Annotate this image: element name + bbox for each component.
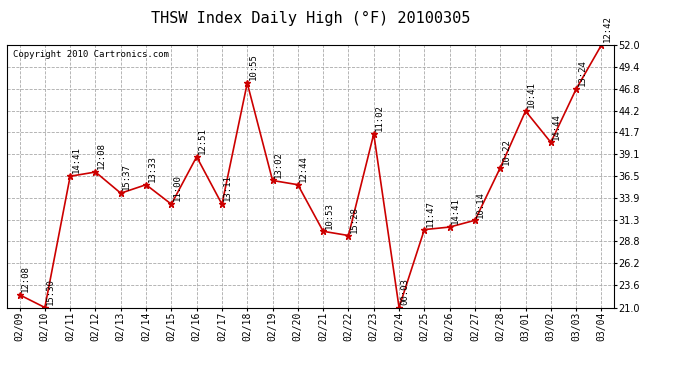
Text: 15:30: 15:30 (46, 278, 55, 305)
Text: 12:44: 12:44 (299, 155, 308, 182)
Text: 10:22: 10:22 (502, 138, 511, 165)
Text: 13:24: 13:24 (578, 59, 586, 86)
Text: 11:00: 11:00 (172, 174, 181, 201)
Text: Copyright 2010 Cartronics.com: Copyright 2010 Cartronics.com (13, 50, 169, 59)
Text: 14:41: 14:41 (72, 147, 81, 174)
Text: 13:11: 13:11 (224, 174, 233, 201)
Text: 14:44: 14:44 (552, 113, 561, 140)
Text: 10:53: 10:53 (324, 202, 333, 228)
Text: THSW Index Daily High (°F) 20100305: THSW Index Daily High (°F) 20100305 (151, 11, 470, 26)
Text: 00:03: 00:03 (400, 278, 409, 305)
Text: 12:51: 12:51 (198, 127, 207, 154)
Text: 12:08: 12:08 (21, 265, 30, 292)
Text: 15:37: 15:37 (122, 164, 131, 190)
Text: 11:47: 11:47 (426, 200, 435, 227)
Text: 13:33: 13:33 (148, 155, 157, 182)
Text: 10:14: 10:14 (476, 190, 485, 217)
Text: 14:41: 14:41 (451, 197, 460, 224)
Text: 12:08: 12:08 (97, 142, 106, 169)
Text: 13:02: 13:02 (274, 151, 283, 178)
Text: 15:28: 15:28 (350, 206, 359, 233)
Text: 10:41: 10:41 (527, 81, 536, 108)
Text: 10:55: 10:55 (248, 54, 257, 80)
Text: 12:42: 12:42 (603, 15, 612, 42)
Text: 11:02: 11:02 (375, 104, 384, 131)
